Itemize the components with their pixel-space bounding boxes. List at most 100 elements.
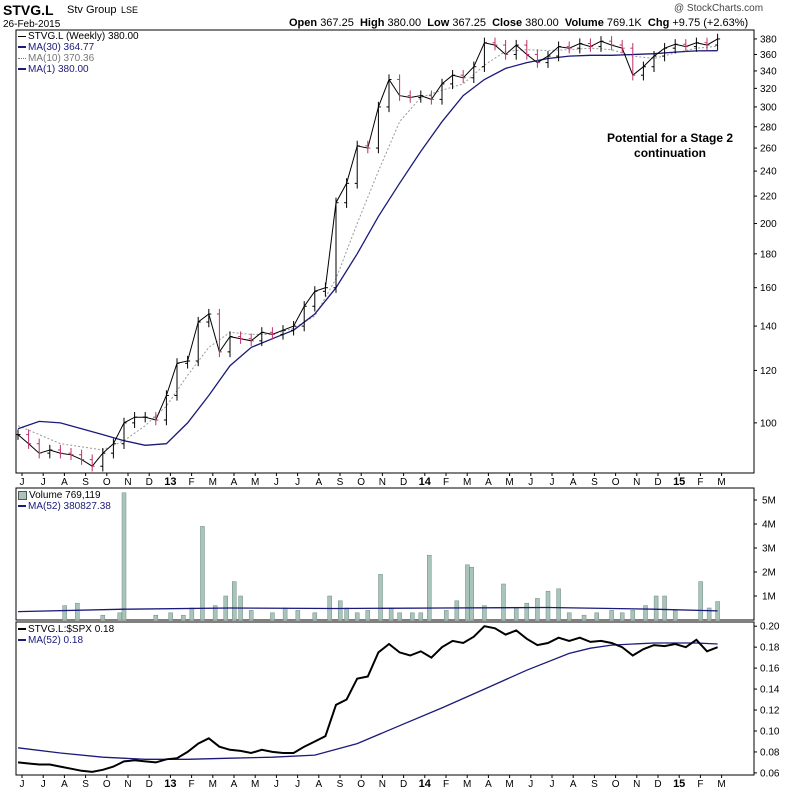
ratio-ma-swatch [18, 639, 26, 642]
ma30-line [17, 50, 718, 446]
ma30-swatch [18, 46, 26, 49]
x-tick-label: S [337, 477, 344, 488]
ratio-ma-legend-text: MA(52) 0.18 [28, 635, 84, 646]
volume-legend-title: Volume 769,119 [18, 490, 111, 501]
x-tick-label: M [505, 477, 513, 488]
volume-y-tick-label: 4M [762, 520, 776, 531]
volume-bar [388, 607, 394, 621]
volume-bar [410, 612, 415, 621]
ratio-legend: STVG.L:$SPX 0.18 MA(52) 0.18 [18, 624, 114, 646]
price-y-tick-label: 360 [760, 50, 777, 61]
low-label: Low [427, 17, 450, 29]
annotation: Potential for a Stage 2 continuation [607, 131, 733, 161]
price-y-tick-label: 280 [760, 122, 777, 133]
x-tick-label: M [717, 779, 725, 790]
x-tick-label: D [654, 779, 661, 790]
volume-bar [153, 614, 159, 621]
volume-bar [181, 614, 186, 621]
chart-date: 26-Feb-2015 [3, 19, 61, 30]
price-y-tick-label: 140 [760, 322, 777, 333]
volume-bar [609, 610, 614, 621]
x-tick-label: J [41, 477, 46, 488]
volume-bar [581, 614, 587, 621]
x-tick-label: A [61, 779, 68, 790]
volume-bar [556, 588, 561, 621]
volume-bar [378, 574, 383, 621]
panel-frames [15, 29, 755, 776]
x-tick-label: O [612, 477, 620, 488]
x-tick-label: N [633, 779, 640, 790]
x-tick-label: 15 [673, 778, 685, 790]
ma30-legend-text: MA(30) 364.77 [28, 42, 95, 53]
x-tick-label: N [379, 477, 386, 488]
x-tick-label: S [82, 477, 89, 488]
x-tick-label: A [570, 779, 577, 790]
x-tick-label: A [231, 779, 238, 790]
volume-bar [117, 612, 123, 621]
volume-bar [418, 612, 424, 621]
volume-bar [465, 564, 470, 621]
volume-bar [231, 581, 237, 621]
ratio-y-tick-label: 0.06 [760, 768, 780, 779]
annotation-line-2: continuation [634, 146, 707, 160]
volume-bar [270, 612, 275, 621]
price-y-tick-label: 380 [760, 34, 777, 45]
x-tick-label: N [379, 779, 386, 790]
ratio-y-tick-label: 0.16 [760, 664, 780, 675]
x-tick-label: D [146, 477, 153, 488]
price-y-tick-label: 260 [760, 144, 777, 155]
volume-bar [75, 602, 80, 621]
x-tick-label: J [550, 477, 555, 488]
ma1-legend-text: MA(1) 380.00 [28, 64, 89, 75]
volume-bar [653, 595, 659, 621]
x-tick-label: A [570, 477, 577, 488]
open-label: Open [289, 17, 318, 29]
x-tick-label: 14 [419, 778, 432, 790]
volume-bar [427, 554, 432, 621]
x-tick-label: D [146, 779, 153, 790]
x-tick-label: J [550, 779, 555, 790]
x-tick-label: A [485, 477, 492, 488]
price-y-tick-label: 300 [760, 102, 777, 113]
ma10-swatch [18, 57, 26, 59]
x-tick-label: A [315, 477, 322, 488]
ratio-y-tick-label: 0.18 [760, 643, 780, 654]
volume-bar [189, 607, 195, 621]
volume-bar [295, 610, 301, 621]
volume-bar [344, 607, 349, 621]
volume-ma52-line [17, 606, 718, 613]
volume-bar [365, 610, 371, 621]
volume-bar [630, 610, 636, 621]
x-tick-label: 14 [419, 476, 432, 488]
chg-label: Chg [647, 17, 670, 29]
volume-y-tick-label: 2M [762, 568, 776, 579]
volume-bar [643, 605, 648, 621]
x-tick-label: J [20, 779, 25, 790]
x-tick-label: 15 [673, 476, 685, 488]
x-tick-label: S [591, 477, 598, 488]
x-tick-label: J [274, 779, 279, 790]
x-tick-label: F [697, 779, 703, 790]
ratio-ma-legend: MA(52) 0.18 [18, 635, 114, 646]
ratio-y-tick-label: 0.20 [760, 622, 780, 633]
volume-bar [312, 612, 318, 621]
x-tick-label: M [251, 477, 259, 488]
x-tick-label: F [189, 779, 195, 790]
x-tick-label: A [231, 477, 238, 488]
ratio-line [17, 625, 718, 773]
x-tick-label: O [103, 779, 111, 790]
price-legend-swatch [18, 35, 26, 37]
price-legend: STVG.L (Weekly) 380.00 MA(30) 364.77 MA(… [18, 31, 139, 75]
volume-bar [397, 612, 402, 621]
price-y-tick-label: 200 [760, 219, 777, 230]
grid-lines [21, 38, 757, 778]
x-tick-label: M [463, 477, 471, 488]
axis-labels: J J A S O N D 13 F M A M J J A S O N D 14 F M A M J J A S O N D 15 F M J J A… [20, 34, 780, 790]
price-y-tick-label: 180 [760, 249, 777, 260]
price-y-tick-label: 240 [760, 167, 777, 178]
x-tick-label: J [295, 477, 300, 488]
x-tick-label: M [209, 779, 217, 790]
x-tick-label: M [717, 477, 725, 488]
x-tick-label: J [20, 477, 25, 488]
ma1-price-line [17, 38, 718, 467]
